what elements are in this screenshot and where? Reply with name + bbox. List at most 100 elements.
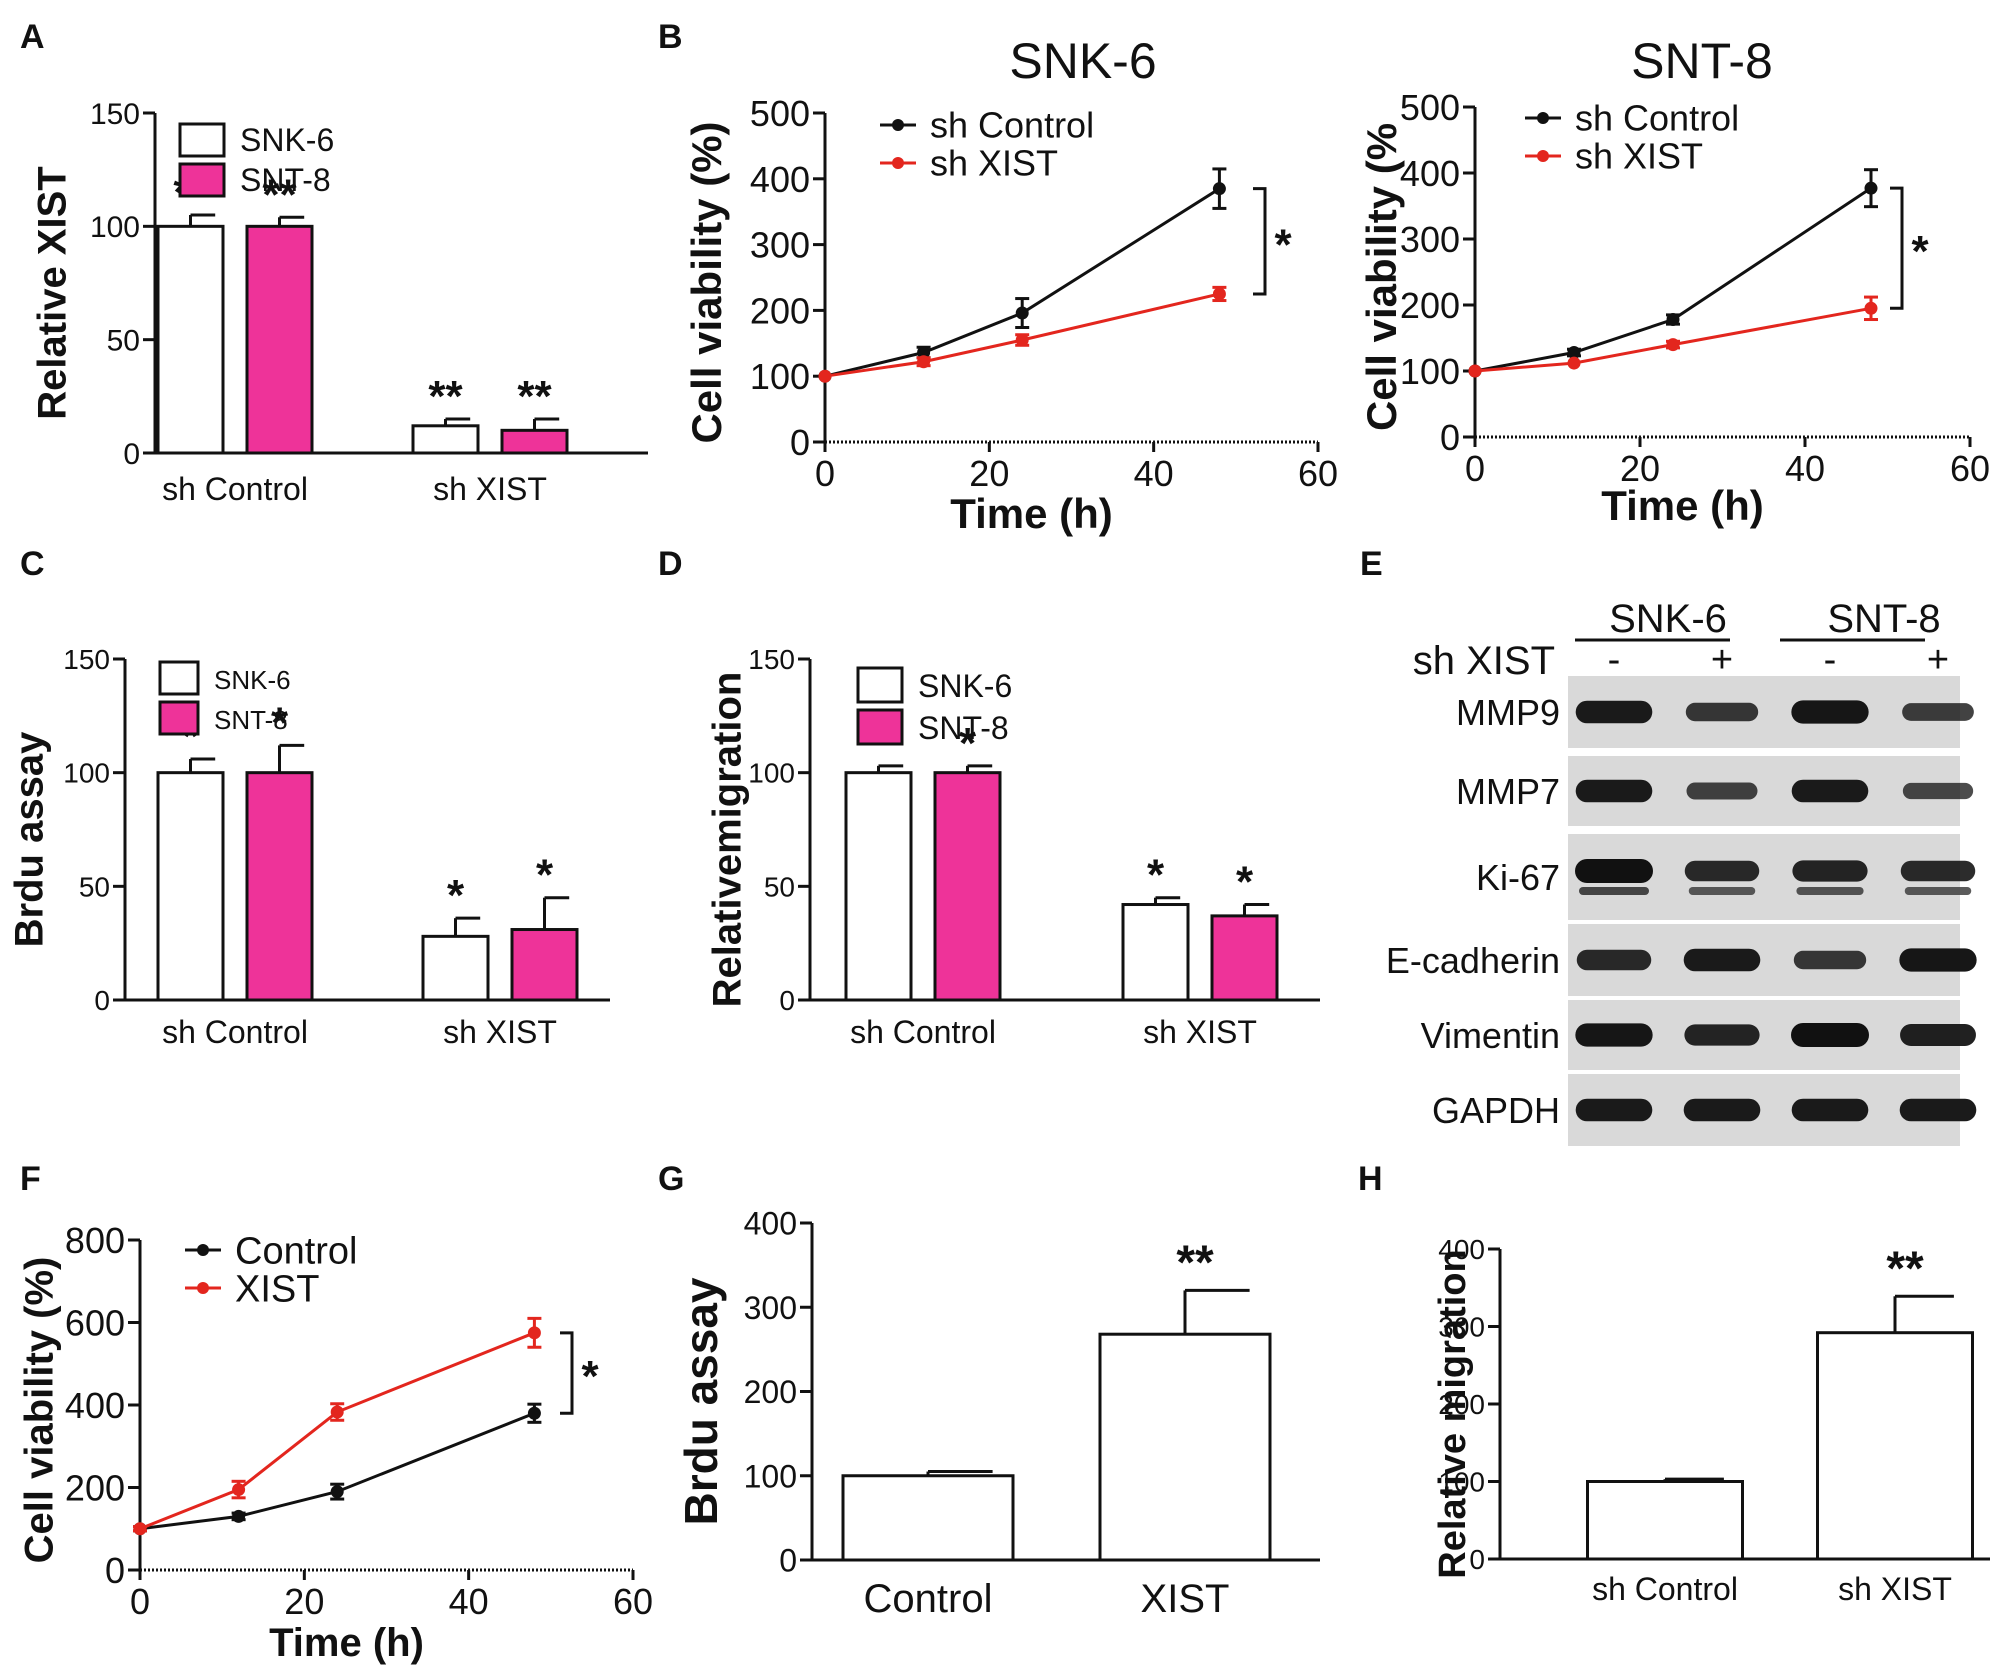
protein-band bbox=[1791, 1023, 1869, 1047]
y-tick-label: 100 bbox=[63, 758, 110, 789]
y-tick-label: 50 bbox=[79, 871, 110, 902]
chart-B1: B SNK-6 0 100 200 300 400 500 0 20 40 60 Time (h) Cel… bbox=[658, 18, 1338, 537]
legend-label: SNT-8 bbox=[214, 705, 288, 735]
significance-mark: * bbox=[1236, 858, 1254, 907]
protein-band-lower bbox=[1796, 887, 1864, 895]
y-axis-label: Cell viability (%) bbox=[683, 121, 730, 443]
series-line bbox=[824, 292, 1220, 378]
y-tick-label: 300 bbox=[1438, 1312, 1485, 1343]
category-label: sh Control bbox=[850, 1014, 996, 1050]
bar bbox=[245, 771, 314, 1002]
protein-band bbox=[1791, 700, 1869, 724]
lane-sign: - bbox=[1608, 639, 1621, 681]
data-point bbox=[232, 1483, 246, 1497]
data-point bbox=[1212, 287, 1226, 301]
significance-bracket bbox=[1253, 187, 1267, 296]
x-tick-label: 60 bbox=[613, 1581, 653, 1622]
bar bbox=[844, 771, 913, 1002]
significance-mark: ** bbox=[262, 170, 297, 219]
protein-label: MMP7 bbox=[1456, 771, 1560, 812]
bar bbox=[1586, 1480, 1744, 1561]
x-tick-label: 0 bbox=[815, 453, 835, 494]
category-label: sh XIST bbox=[1143, 1014, 1257, 1050]
significance-mark: ** bbox=[1176, 1236, 1214, 1289]
data-point bbox=[232, 1509, 246, 1523]
bar bbox=[510, 928, 579, 1002]
legend-label: sh Control bbox=[1575, 98, 1739, 139]
significance-mark: ** bbox=[517, 372, 552, 421]
protein-band bbox=[1791, 1098, 1869, 1122]
x-tick-label: 0 bbox=[1465, 448, 1485, 489]
y-tick-label: 100 bbox=[1400, 351, 1460, 392]
western-blot-panel: E SNK-6 SNT-8 sh XIST - + - + MMP9 MMP7 Ki-67 E-cad… bbox=[1360, 545, 1977, 1146]
y-axis-label: Relative migration bbox=[1432, 1249, 1474, 1578]
significance-mark: * bbox=[1147, 851, 1165, 900]
legend-marker bbox=[1537, 112, 1549, 124]
bar bbox=[411, 424, 480, 455]
y-tick-label: 50 bbox=[107, 324, 140, 357]
series-line bbox=[824, 187, 1221, 378]
x-axis-label: Time (h) bbox=[269, 1621, 424, 1665]
panel-label: A bbox=[20, 18, 45, 56]
data-point bbox=[917, 355, 931, 369]
bar bbox=[1121, 903, 1190, 1002]
protein-band bbox=[1684, 1024, 1760, 1046]
significance-bracket bbox=[560, 1331, 574, 1415]
y-tick-label: 300 bbox=[744, 1290, 797, 1326]
significance-mark: * bbox=[271, 698, 289, 747]
significance-mark: * bbox=[447, 871, 465, 920]
y-tick-label: 400 bbox=[65, 1385, 125, 1426]
bar bbox=[1816, 1331, 1974, 1561]
category-label: XIST bbox=[1141, 1577, 1230, 1621]
x-axis-label: Time (h) bbox=[1601, 482, 1764, 529]
y-tick-label: 100 bbox=[90, 211, 140, 244]
y-tick-label: 50 bbox=[764, 871, 795, 902]
panel-label: D bbox=[658, 545, 683, 583]
chart-G: G 0 100 200 300 400 Brdu assay Control XIST ** bbox=[658, 1160, 1320, 1621]
significance-mark: * bbox=[959, 719, 977, 768]
x-tick-label: 40 bbox=[449, 1581, 489, 1622]
protein-band bbox=[1899, 948, 1977, 972]
panel-label: F bbox=[20, 1160, 41, 1198]
cell-line-label: SNT-8 bbox=[1827, 597, 1940, 641]
y-tick-label: 400 bbox=[1400, 153, 1460, 194]
bar bbox=[245, 224, 314, 455]
y-tick-label: 150 bbox=[63, 644, 110, 675]
y-axis-label: Relativemigration bbox=[706, 672, 750, 1008]
chart-title: SNK-6 bbox=[1009, 33, 1156, 89]
y-tick-label: 600 bbox=[65, 1302, 125, 1343]
y-tick-label: 800 bbox=[65, 1220, 125, 1261]
category-label: Control bbox=[864, 1577, 993, 1621]
data-point bbox=[818, 369, 832, 383]
data-point bbox=[1666, 313, 1680, 327]
y-tick-label: 0 bbox=[1440, 417, 1460, 458]
protein-band bbox=[1902, 703, 1974, 721]
protein-label: MMP9 bbox=[1456, 692, 1560, 733]
series-line bbox=[1474, 306, 1872, 373]
chart-B2: SNT-8 0 100 200 300 400 500 0 20 40 60 Time (h) Cell… bbox=[1358, 33, 1990, 529]
data-point bbox=[1567, 346, 1581, 360]
protein-label: Vimentin bbox=[1421, 1015, 1560, 1056]
significance-mark: * bbox=[1911, 227, 1929, 276]
y-tick-label: 0 bbox=[94, 985, 110, 1016]
y-axis-label: Brdu assay bbox=[675, 1277, 727, 1525]
data-point bbox=[330, 1405, 344, 1419]
legend-swatch bbox=[178, 122, 226, 158]
protein-band bbox=[1575, 779, 1653, 803]
y-tick-label: 500 bbox=[1400, 87, 1460, 128]
protein-band bbox=[1686, 782, 1758, 800]
category-label: sh Control bbox=[1592, 1571, 1738, 1607]
y-tick-label: 400 bbox=[1438, 1234, 1485, 1265]
data-point bbox=[1864, 181, 1878, 195]
bar bbox=[156, 771, 225, 1002]
x-tick-label: 40 bbox=[1134, 453, 1174, 494]
protein-label: GAPDH bbox=[1432, 1090, 1560, 1131]
legend-marker bbox=[892, 157, 904, 169]
y-tick-label: 150 bbox=[748, 644, 795, 675]
legend-marker bbox=[197, 1244, 209, 1256]
protein-band bbox=[1575, 1023, 1653, 1047]
category-label: sh XIST bbox=[1838, 1571, 1952, 1607]
data-point bbox=[1468, 364, 1482, 378]
series-line bbox=[1474, 186, 1872, 373]
